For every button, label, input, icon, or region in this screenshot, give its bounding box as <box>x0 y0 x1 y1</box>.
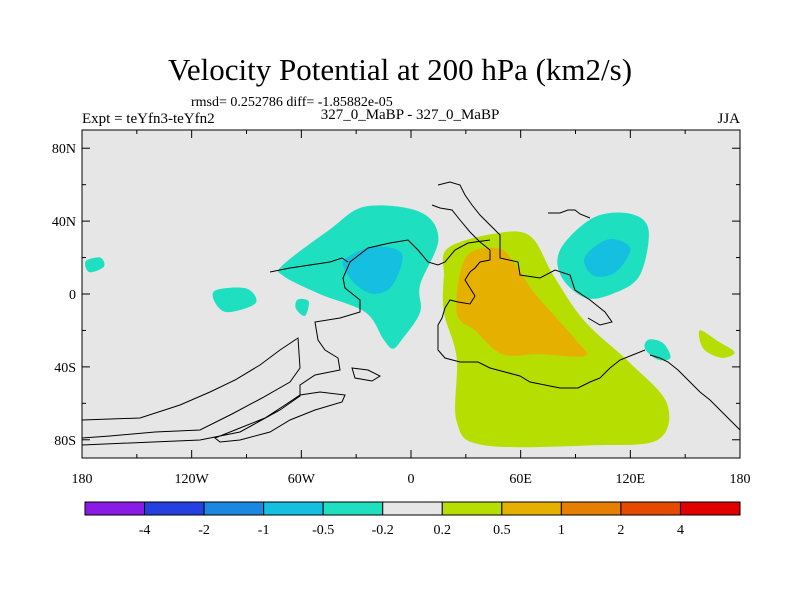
anomaly-region-negative <box>212 287 257 313</box>
experiment-label: Expt = teYfn3-teYfn2 <box>82 111 215 127</box>
x-tick-label: 60E <box>509 472 532 487</box>
colorbar-swatch <box>441 501 503 516</box>
colorbar-label: -1 <box>258 523 270 538</box>
coastlines <box>82 181 740 446</box>
anomaly-region-negative <box>295 298 309 317</box>
colorbar-swatch <box>84 501 146 516</box>
x-tick-label: 120E <box>616 472 646 487</box>
colorbar-swatch <box>382 501 443 516</box>
season-label: JJA <box>717 111 740 127</box>
x-tick-label: 120W <box>175 472 210 487</box>
colorbar-swatch <box>263 501 324 516</box>
chart-title: Velocity Potential at 200 hPa (km2/s) <box>167 52 633 87</box>
colorbar: -4 -2 -1 -0.5 -0.2 0.2 0.5 1 2 4 <box>84 501 741 538</box>
y-tick-label: 40S <box>54 361 76 376</box>
anomaly-region-positive <box>698 330 735 358</box>
colorbar-swatch <box>679 501 741 516</box>
colorbar-label: 1 <box>558 523 565 538</box>
colorbar-label: -4 <box>139 523 151 538</box>
axes: 180 120W 60W 0 60E 120E 180 80N 40N 0 40S 80S <box>52 130 751 487</box>
anomaly-region-negative <box>584 239 631 277</box>
colorbar-swatch <box>203 501 265 516</box>
colorbar-label: 2 <box>617 523 624 538</box>
coastline-west <box>82 239 491 446</box>
x-tick-label: 60W <box>288 472 316 487</box>
colorbar-swatch <box>620 501 681 516</box>
coastline-east <box>431 181 740 431</box>
x-tick-label: 180 <box>72 472 93 487</box>
colorbar-swatch <box>501 501 562 516</box>
colorbar-label: -0.5 <box>312 523 334 538</box>
stats-label: rmsd= 0.252786 diff= -1.85882e-05 <box>191 95 393 110</box>
colorbar-label: 0.2 <box>434 523 452 538</box>
period-label: 327_0_MaBP - 327_0_MaBP <box>320 107 500 123</box>
anomaly-region-positive <box>456 247 587 357</box>
colorbar-label: -0.2 <box>372 523 394 538</box>
colorbar-label: 4 <box>677 523 684 538</box>
y-tick-label: 40N <box>52 215 76 230</box>
x-tick-label: 0 <box>408 472 415 487</box>
x-tick-label: 180 <box>730 472 751 487</box>
anomaly-region-negative <box>342 246 403 294</box>
anomaly-region-negative <box>85 257 105 273</box>
colorbar-swatch <box>560 501 622 516</box>
colorbar-label: 0.5 <box>493 523 511 538</box>
y-tick-label: 80S <box>54 434 76 449</box>
y-tick-label: 80N <box>52 142 76 157</box>
y-tick-label: 0 <box>69 288 76 303</box>
colorbar-swatch <box>322 501 384 516</box>
colorbar-swatch <box>144 501 205 516</box>
colorbar-label: -2 <box>198 523 210 538</box>
